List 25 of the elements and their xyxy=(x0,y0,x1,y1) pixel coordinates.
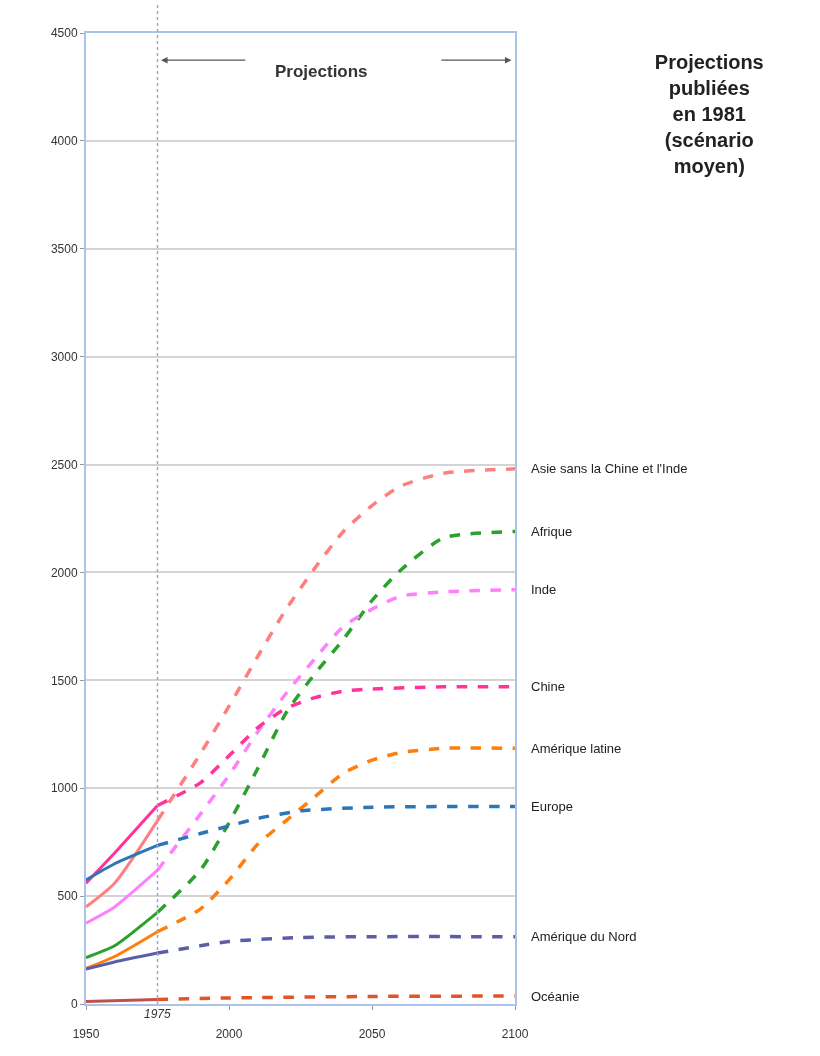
series-label: Amérique latine xyxy=(531,741,622,756)
series-label: Europe xyxy=(531,799,573,814)
annotation: Projections xyxy=(275,62,368,81)
x-tick-label: 1950 xyxy=(72,1027,100,1042)
y-tick-label: 4500 xyxy=(50,26,78,41)
y-tick-label: 1500 xyxy=(50,673,78,688)
y-tick-label: 3500 xyxy=(50,241,78,256)
ref-line-label: 1975 xyxy=(144,1007,172,1021)
series-label: Asie sans la Chine et l'Inde xyxy=(531,461,688,476)
series-label: Inde xyxy=(531,582,557,597)
y-tick-label: 2500 xyxy=(50,457,78,472)
series-label: Amérique du Nord xyxy=(531,929,637,944)
series-label: Afrique xyxy=(531,524,573,539)
text: Projections publiées en 1981 (scénario moyen) xyxy=(654,50,764,177)
series-label: Océanie xyxy=(531,989,580,1004)
y-tick-label: 1000 xyxy=(50,781,78,796)
y-tick-label: 2000 xyxy=(50,565,78,580)
series-label: Chine xyxy=(531,679,565,694)
y-tick-label: 500 xyxy=(57,889,78,904)
y-tick-label: 4000 xyxy=(50,134,78,149)
x-tick-label: 2050 xyxy=(358,1027,386,1042)
x-tick-label: 2000 xyxy=(215,1027,243,1042)
y-tick-label: 0 xyxy=(70,997,78,1012)
x-tick-label: 2100 xyxy=(501,1027,529,1042)
y-tick-label: 3000 xyxy=(50,349,78,364)
